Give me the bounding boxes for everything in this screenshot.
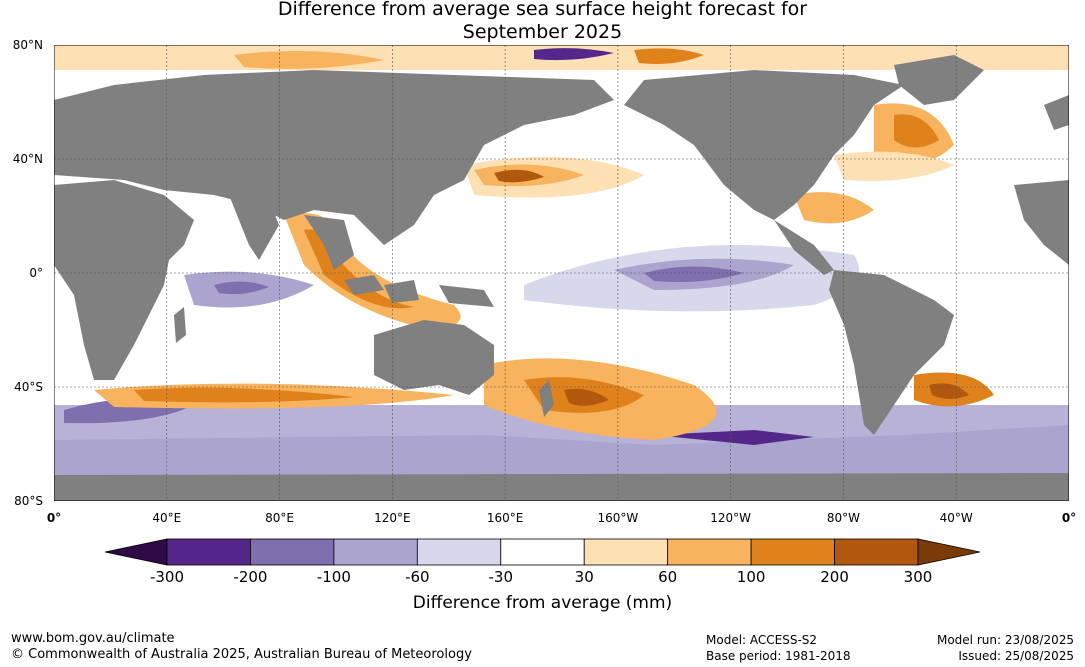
latitude-label: 80°N	[12, 38, 43, 52]
longitude-label: 80°E	[265, 511, 294, 525]
colorbar-tick-label: 30	[574, 568, 594, 586]
colorbar-segment	[500, 538, 585, 566]
issued-text: Issued: 25/08/2025	[958, 649, 1074, 663]
longitude-label: 80°W	[826, 511, 861, 525]
latitude-label: 80°S	[14, 494, 43, 508]
north-america	[624, 70, 904, 220]
south-america	[829, 270, 954, 435]
colorbar-segment	[750, 538, 835, 566]
model-run-text: Model run: 23/08/2025	[936, 633, 1074, 647]
base-period-text: Base period: 1981-2018	[706, 649, 851, 663]
colorbar-segment	[250, 538, 335, 566]
colorbar-segment	[166, 538, 251, 566]
longitude-label: 160°W	[597, 511, 639, 525]
australia	[374, 320, 494, 395]
colorbar-tick-label: -200	[233, 568, 268, 586]
colorbar-segment	[667, 538, 752, 566]
colorbar-segment	[583, 538, 669, 566]
longitude-label: 0°	[1061, 511, 1077, 525]
colorbar-tick-label: -30	[488, 568, 514, 586]
longitude-label: 40°E	[152, 511, 182, 525]
eurasia	[54, 70, 614, 245]
colorbar-segment	[834, 538, 919, 566]
africa	[54, 180, 194, 380]
land-masses	[54, 55, 1069, 501]
colorbar-segment	[333, 538, 418, 566]
title-line-2: September 2025	[462, 21, 623, 43]
colorbar-segment	[416, 538, 502, 566]
colorbar-lower-extension	[105, 538, 168, 566]
sea-surface-height-map	[54, 45, 1069, 501]
colorbar-tick-label: 200	[820, 568, 849, 586]
anomaly-patches	[54, 45, 1069, 485]
longitude-label: 120°E	[374, 511, 411, 525]
longitude-label: 40°W	[939, 511, 973, 525]
latitude-label: 40°N	[12, 152, 43, 166]
longitude-label: 160°E	[486, 511, 524, 525]
colorbar-tick-label: 60	[658, 568, 678, 586]
longitude-label: 120°W	[710, 511, 752, 525]
latitude-label: 40°S	[14, 380, 43, 394]
title-line-1: Difference from average sea surface heig…	[277, 0, 808, 20]
copyright-text: © Commonwealth of Australia 2025, Austra…	[11, 647, 472, 662]
colorbar-tick-label: -100	[316, 568, 351, 586]
colorbar-tick-label: -60	[405, 568, 430, 586]
latitude-label: 0°	[29, 266, 43, 280]
colorbar-tick-label: -300	[149, 568, 185, 586]
colorbar-tick-label: 300	[903, 568, 933, 586]
graticule	[54, 45, 1069, 501]
model-text: Model: ACCESS-S2	[706, 633, 818, 647]
longitude-label: 0°	[46, 511, 62, 525]
antarctica	[54, 473, 1069, 501]
colorbar-title: Difference from average (mm)	[412, 593, 673, 613]
colorbar	[105, 538, 980, 566]
colorbar-tick-label: 100	[736, 568, 766, 586]
website-text: www.bom.gov.au/climate	[11, 631, 175, 646]
colorbar-upper-extension	[917, 538, 980, 566]
